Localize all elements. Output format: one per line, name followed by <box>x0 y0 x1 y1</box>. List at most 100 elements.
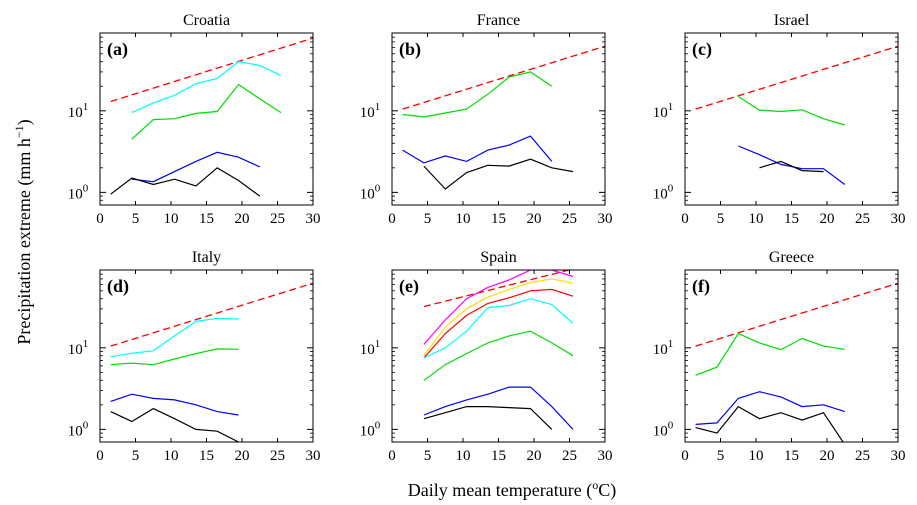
y-tick-label: 100 <box>360 419 381 439</box>
series-line <box>423 158 574 190</box>
panel-italy: 0 5 10 15 20 25 30 100 101 Italy (d) <box>68 249 321 464</box>
series-group <box>423 270 574 430</box>
panel-title: Spain <box>480 249 516 266</box>
panel-letter: (c) <box>692 39 712 60</box>
y-tick-label: 101 <box>653 101 674 121</box>
panel-title: Croatia <box>183 12 230 29</box>
series-line <box>423 278 574 357</box>
panel-greece: 0 5 10 15 20 25 30 100 101 Greece (f) <box>653 249 906 464</box>
series-line <box>423 330 574 381</box>
series-line <box>402 135 553 164</box>
x-tick-label: 0 <box>681 448 689 464</box>
x-tick-label: 25 <box>855 211 870 227</box>
x-tick-label: 0 <box>96 211 104 227</box>
reference-scaling-line <box>423 270 572 308</box>
y-tick-label: 101 <box>360 101 381 121</box>
series-line <box>695 332 845 376</box>
panel-letter: (e) <box>399 276 419 297</box>
series-group <box>695 45 898 185</box>
series-line <box>423 406 553 430</box>
y-tick-label: 101 <box>68 338 89 358</box>
x-tick-label: 30 <box>891 211 906 227</box>
x-tick-label: 15 <box>784 448 799 464</box>
series-line <box>695 391 845 425</box>
series-line <box>423 386 574 430</box>
x-tick-label: 15 <box>491 448 506 464</box>
panel-spain: 0 5 10 15 20 25 30 100 101 Spain (e) <box>360 249 613 464</box>
x-tick-label: 30 <box>306 211 321 227</box>
y-tick-label: 101 <box>360 338 381 358</box>
y-tick-label: 100 <box>68 419 89 439</box>
reference-scaling-line <box>110 37 313 103</box>
series-line <box>131 61 282 114</box>
series-line <box>110 393 239 416</box>
x-tick-label: 0 <box>681 211 689 227</box>
series-line <box>110 167 261 197</box>
series-line <box>737 95 845 126</box>
x-tick-label: 0 <box>96 448 104 464</box>
reference-scaling-line <box>110 282 313 347</box>
x-tick-label: 15 <box>199 211 214 227</box>
x-tick-label: 20 <box>527 448 542 464</box>
x-tick-label: 30 <box>598 211 613 227</box>
series-line <box>110 407 239 442</box>
y-tick-label: 100 <box>653 419 674 439</box>
series-line <box>423 298 574 359</box>
x-tick-label: 15 <box>491 211 506 227</box>
x-tick-label: 20 <box>235 211 250 227</box>
x-tick-label: 20 <box>235 448 250 464</box>
reference-scaling-line <box>695 282 898 347</box>
x-tick-label: 25 <box>270 211 285 227</box>
panel-letter: (b) <box>399 39 421 60</box>
series-line <box>131 151 261 183</box>
x-tick-label: 5 <box>717 448 725 464</box>
x-tick-label: 20 <box>527 211 542 227</box>
x-tick-label: 15 <box>784 211 799 227</box>
panel-letter: (a) <box>107 39 128 60</box>
x-axis-label: Daily mean temperature (oC) <box>408 478 616 501</box>
y-tick-label: 100 <box>360 182 381 202</box>
x-tick-label: 0 <box>388 211 396 227</box>
x-tick-label: 20 <box>820 211 835 227</box>
x-tick-label: 5 <box>424 211 432 227</box>
x-tick-label: 10 <box>749 211 764 227</box>
series-line <box>738 145 846 185</box>
series-group <box>110 282 313 442</box>
x-tick-label: 30 <box>598 448 613 464</box>
axes-frame <box>391 32 606 206</box>
x-tick-label: 25 <box>270 448 285 464</box>
panel-title: France <box>477 12 521 29</box>
axes-frame <box>99 269 314 443</box>
series-group <box>402 45 605 190</box>
panel-letter: (f) <box>692 276 710 297</box>
series-group <box>110 37 313 197</box>
x-tick-label: 0 <box>388 448 396 464</box>
series-line <box>110 348 239 366</box>
x-tick-label: 30 <box>891 448 906 464</box>
x-tick-label: 10 <box>164 211 179 227</box>
reference-scaling-line <box>402 45 605 110</box>
y-tick-label: 100 <box>653 182 674 202</box>
series-line <box>759 160 824 173</box>
panel-israel: 0 5 10 15 20 25 30 100 101 Israel (c) <box>653 12 906 227</box>
panel-title: Israel <box>774 12 810 29</box>
x-tick-label: 25 <box>855 448 870 464</box>
axes-frame <box>684 32 899 206</box>
panel-letter: (d) <box>107 276 129 297</box>
x-tick-label: 30 <box>306 448 321 464</box>
x-tick-label: 15 <box>199 448 214 464</box>
x-tick-label: 5 <box>717 211 725 227</box>
x-tick-label: 20 <box>820 448 835 464</box>
panel-title: Greece <box>769 249 814 266</box>
y-axis-label: Precipitation extreme (mm h−1) <box>12 119 35 344</box>
panel-title: Italy <box>192 249 221 266</box>
x-tick-label: 10 <box>456 448 471 464</box>
panel-croatia: 0 5 10 15 20 25 30 100 101 Croatia (a) <box>68 12 321 227</box>
y-tick-label: 100 <box>68 182 89 202</box>
y-tick-label: 101 <box>653 338 674 358</box>
series-line <box>423 270 574 345</box>
series-line <box>423 288 574 359</box>
series-line <box>131 83 282 140</box>
panel-france: 0 5 10 15 20 25 30 100 101 France (b) <box>360 12 613 227</box>
